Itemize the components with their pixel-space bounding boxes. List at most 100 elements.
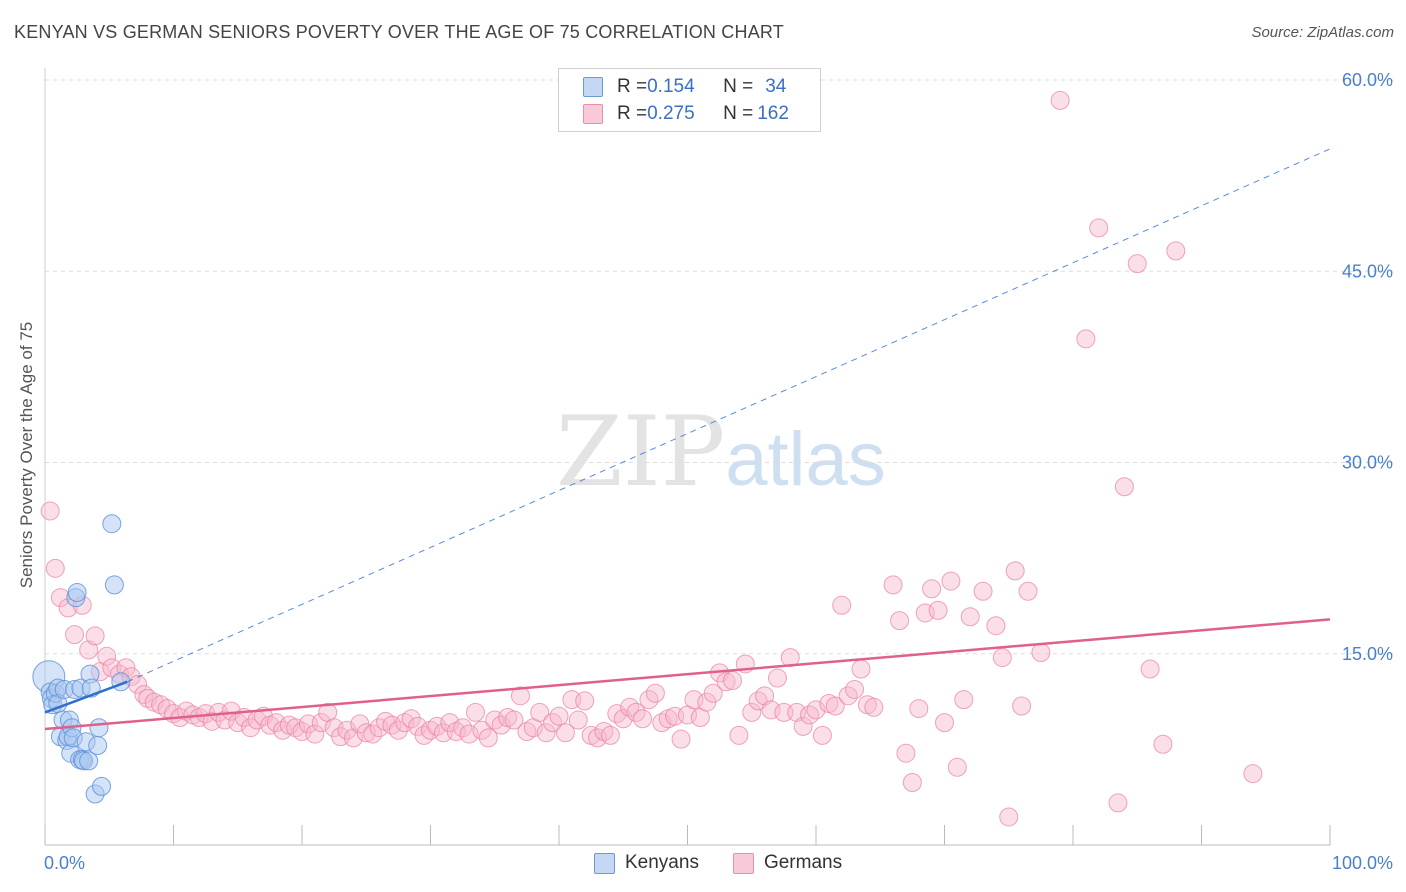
tick-labels: 15.0% 30.0% 45.0% 60.0% 0.0% 100.0% <box>44 70 1393 873</box>
german-point <box>883 575 903 595</box>
trend-lines <box>44 148 1331 731</box>
x-tick-label: 100.0% <box>1332 853 1393 873</box>
kenyan-point <box>89 718 109 738</box>
german-point <box>812 725 832 745</box>
german-point <box>40 501 60 521</box>
y-tick-label: 15.0% <box>1342 644 1393 664</box>
german-point <box>1114 477 1134 497</box>
german-trend-line <box>44 618 1331 731</box>
german-point <box>832 595 852 615</box>
german-point <box>549 706 569 726</box>
legend-item-germans[interactable]: Germans <box>732 852 842 874</box>
german-point <box>973 581 993 601</box>
german-point <box>102 658 122 678</box>
german-point <box>600 725 620 745</box>
kenyan-point <box>88 736 108 756</box>
german-point <box>645 683 665 703</box>
legend-r-label: R = <box>617 103 648 124</box>
kenyan-trend-line <box>44 680 128 714</box>
german-point <box>343 728 363 748</box>
kenyan-trend-extrapolated <box>127 148 1331 683</box>
kenyan-point <box>79 751 99 771</box>
legend-r-label: R = <box>617 76 648 97</box>
x-tick-label: 0.0% <box>44 853 85 873</box>
german-point <box>986 616 1006 636</box>
kenyan-point <box>92 776 112 796</box>
german-point <box>890 611 910 631</box>
legend-r-value: 0.154 <box>647 76 695 97</box>
legend-n-value: 34 <box>765 76 787 97</box>
german-point <box>134 685 154 705</box>
german-point <box>755 686 775 706</box>
german-point <box>825 696 845 716</box>
german-point <box>633 709 653 729</box>
german-point <box>555 723 575 743</box>
german-swatch <box>732 852 754 874</box>
german-point <box>1243 764 1263 784</box>
german-point <box>1089 218 1109 238</box>
y-tick-label: 30.0% <box>1342 453 1393 473</box>
german-point <box>1076 329 1096 349</box>
german-point <box>575 691 595 711</box>
kenyan-swatch <box>594 852 615 874</box>
german-point <box>530 702 550 722</box>
german-point <box>928 600 948 620</box>
german-point <box>793 716 813 736</box>
german-point <box>1018 581 1038 601</box>
german-point <box>1012 696 1032 716</box>
german-point <box>800 705 820 725</box>
german-point <box>896 743 916 763</box>
german-point <box>1166 241 1186 261</box>
german-point <box>902 773 922 793</box>
german-point <box>1031 642 1051 662</box>
y-tick-label: 45.0% <box>1342 261 1393 281</box>
german-point <box>305 724 325 744</box>
german-point <box>992 648 1012 668</box>
kenyan-swatch <box>583 77 603 97</box>
series-legend: Kenyans Germans <box>594 852 876 874</box>
legend-label-kenyans: Kenyans <box>625 852 699 873</box>
axes <box>44 68 1331 846</box>
german-point <box>45 558 65 578</box>
german-point <box>960 607 980 627</box>
german-point <box>401 709 421 729</box>
german-point <box>845 679 865 699</box>
legend-row-kenyans: R = 0.154 N = 34 <box>583 75 786 99</box>
german-point <box>472 720 492 740</box>
grid-lines <box>45 79 1395 655</box>
german-point <box>65 625 85 645</box>
kenyan-point <box>104 575 124 595</box>
german-point <box>1153 734 1173 754</box>
german-point <box>85 626 105 646</box>
german-point <box>491 715 511 735</box>
german-point <box>722 671 742 691</box>
german-points <box>40 90 1263 827</box>
german-point <box>947 757 967 777</box>
legend-r-value: 0.275 <box>647 103 695 124</box>
german-point <box>79 640 99 660</box>
chart-title: KENYAN VS GERMAN SENIORS POVERTY OVER TH… <box>14 22 784 42</box>
german-point <box>478 728 498 748</box>
german-point <box>1140 659 1160 679</box>
german-point <box>954 690 974 710</box>
german-point <box>716 672 736 692</box>
correlation-legend: R = 0.154 N = 34 R = 0.275 N = 162 <box>558 68 821 132</box>
kenyan-points <box>32 514 131 804</box>
german-point <box>935 713 954 733</box>
german-point <box>851 659 871 679</box>
german-point <box>388 720 408 740</box>
german-point <box>504 710 524 730</box>
german-point <box>671 729 691 749</box>
german-point <box>510 686 530 706</box>
german-point <box>620 697 640 717</box>
german-point <box>356 723 376 743</box>
german-point <box>909 699 929 719</box>
german-point <box>97 646 117 666</box>
watermark-zip: ZIP <box>556 396 726 508</box>
y-tick-label: 60.0% <box>1342 70 1393 90</box>
german-point <box>999 807 1019 827</box>
watermark: ZIPatlas <box>556 396 886 508</box>
legend-item-kenyans[interactable]: Kenyans <box>594 852 699 874</box>
german-point <box>1050 90 1070 110</box>
legend-n-value: 162 <box>757 103 789 124</box>
